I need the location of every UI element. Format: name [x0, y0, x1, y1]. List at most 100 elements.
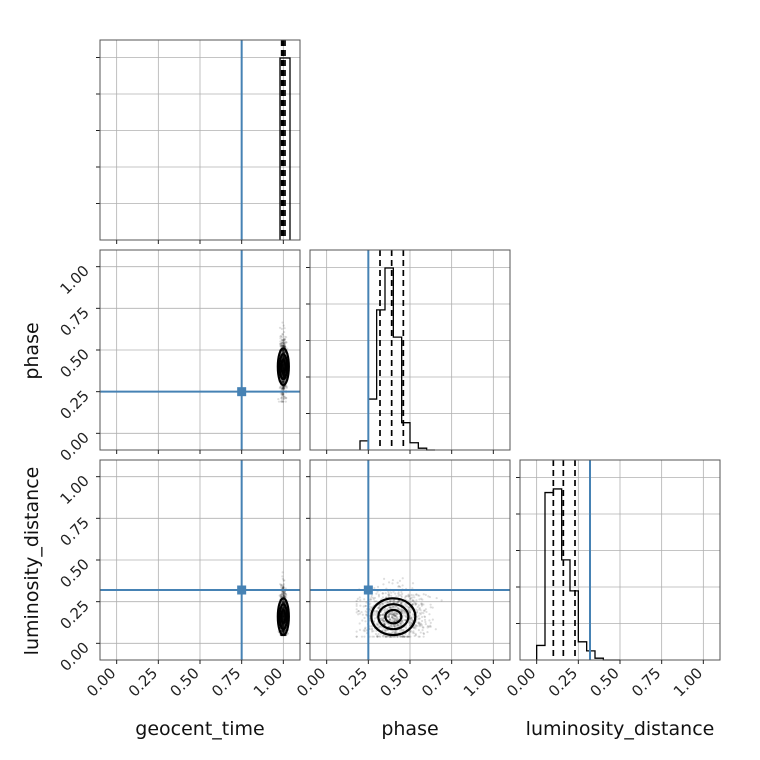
- sample-point: [429, 624, 432, 627]
- sample-point: [280, 343, 283, 347]
- sample-point: [390, 635, 393, 638]
- sample-point: [423, 615, 427, 619]
- sample-point: [394, 592, 397, 595]
- sample-point: [282, 344, 285, 347]
- x-tick-label: 0.50: [376, 664, 412, 700]
- sample-point: [393, 617, 396, 620]
- sample-point: [282, 625, 285, 628]
- sample-point: [418, 608, 421, 611]
- x-tick-label: 1.00: [460, 664, 496, 700]
- sample-point: [282, 366, 285, 369]
- sample-point: [282, 345, 285, 348]
- sample-point: [419, 631, 422, 634]
- sample-point: [377, 606, 380, 609]
- sample-point: [420, 623, 423, 626]
- sample-point: [281, 364, 285, 367]
- sample-point: [282, 364, 285, 367]
- sample-point: [428, 613, 431, 616]
- sample-point: [420, 611, 423, 614]
- sample-point: [411, 582, 415, 585]
- sample-point: [387, 593, 390, 596]
- sample-point: [283, 592, 286, 595]
- sample-point: [281, 606, 285, 609]
- sample-point: [413, 596, 416, 599]
- sample-point: [418, 635, 421, 638]
- sample-point: [417, 635, 420, 638]
- sample-point: [282, 605, 285, 608]
- sample-point: [411, 599, 414, 602]
- sample-point: [400, 623, 403, 626]
- sample-point: [431, 606, 434, 609]
- sample-point: [390, 610, 394, 614]
- sample-point: [372, 629, 375, 633]
- sample-point: [281, 380, 284, 384]
- sample-point: [400, 629, 403, 632]
- sample-point: [426, 626, 429, 629]
- sample-point: [393, 625, 396, 628]
- sample-point: [401, 577, 404, 580]
- sample-point: [392, 635, 395, 638]
- sample-point: [392, 605, 395, 609]
- sample-point: [282, 366, 285, 370]
- sample-point: [368, 608, 372, 611]
- sample-point: [282, 607, 285, 610]
- sample-point: [405, 615, 408, 618]
- sample-point: [415, 593, 418, 596]
- sample-point: [405, 635, 408, 638]
- sample-point: [395, 613, 399, 616]
- sample-point: [281, 606, 284, 609]
- sample-point: [282, 594, 285, 598]
- sample-point: [283, 344, 287, 347]
- sample-point: [386, 615, 389, 619]
- sample-point: [282, 629, 285, 633]
- contour-outer: [276, 597, 290, 637]
- sample-point: [282, 617, 285, 620]
- sample-point: [283, 387, 286, 390]
- sample-point: [396, 581, 399, 584]
- sample-point: [386, 608, 389, 611]
- sample-point: [373, 617, 377, 620]
- sample-point: [427, 595, 430, 598]
- sample-point: [285, 385, 289, 388]
- sample-point: [281, 380, 284, 383]
- sample-point: [419, 609, 422, 612]
- contour-inner: [384, 608, 403, 625]
- sample-point: [281, 380, 284, 383]
- sample-point: [355, 608, 358, 611]
- sample-point: [282, 339, 285, 342]
- sample-point: [282, 375, 285, 378]
- sample-point: [391, 630, 394, 633]
- sample-point: [408, 631, 411, 634]
- sample-point: [402, 628, 405, 631]
- sample-point: [281, 342, 284, 345]
- sample-point: [282, 614, 285, 617]
- sample-point: [424, 620, 427, 624]
- sample-point: [399, 601, 403, 604]
- sample-point: [384, 610, 387, 613]
- sample-point: [282, 363, 285, 366]
- sample-point: [381, 629, 384, 632]
- sample-point: [387, 613, 391, 617]
- sample-point: [279, 386, 282, 389]
- sample-point: [282, 586, 285, 590]
- sample-point: [282, 601, 285, 604]
- sample-point: [281, 587, 285, 590]
- sample-point: [281, 398, 284, 401]
- sample-point: [429, 606, 432, 609]
- sample-point: [282, 600, 285, 603]
- sample-point: [392, 613, 395, 617]
- sample-point: [414, 603, 417, 606]
- sample-point: [282, 624, 285, 627]
- sample-point: [416, 605, 419, 609]
- sample-point: [355, 635, 358, 638]
- sample-point: [385, 596, 388, 599]
- sample-point: [280, 342, 283, 345]
- sample-point: [355, 611, 358, 614]
- sample-point: [400, 608, 403, 611]
- sample-point: [422, 626, 425, 629]
- sample-point: [280, 400, 283, 403]
- sample-point: [283, 386, 286, 389]
- sample-point: [401, 584, 404, 587]
- sample-point: [281, 600, 284, 604]
- sample-point: [281, 624, 285, 627]
